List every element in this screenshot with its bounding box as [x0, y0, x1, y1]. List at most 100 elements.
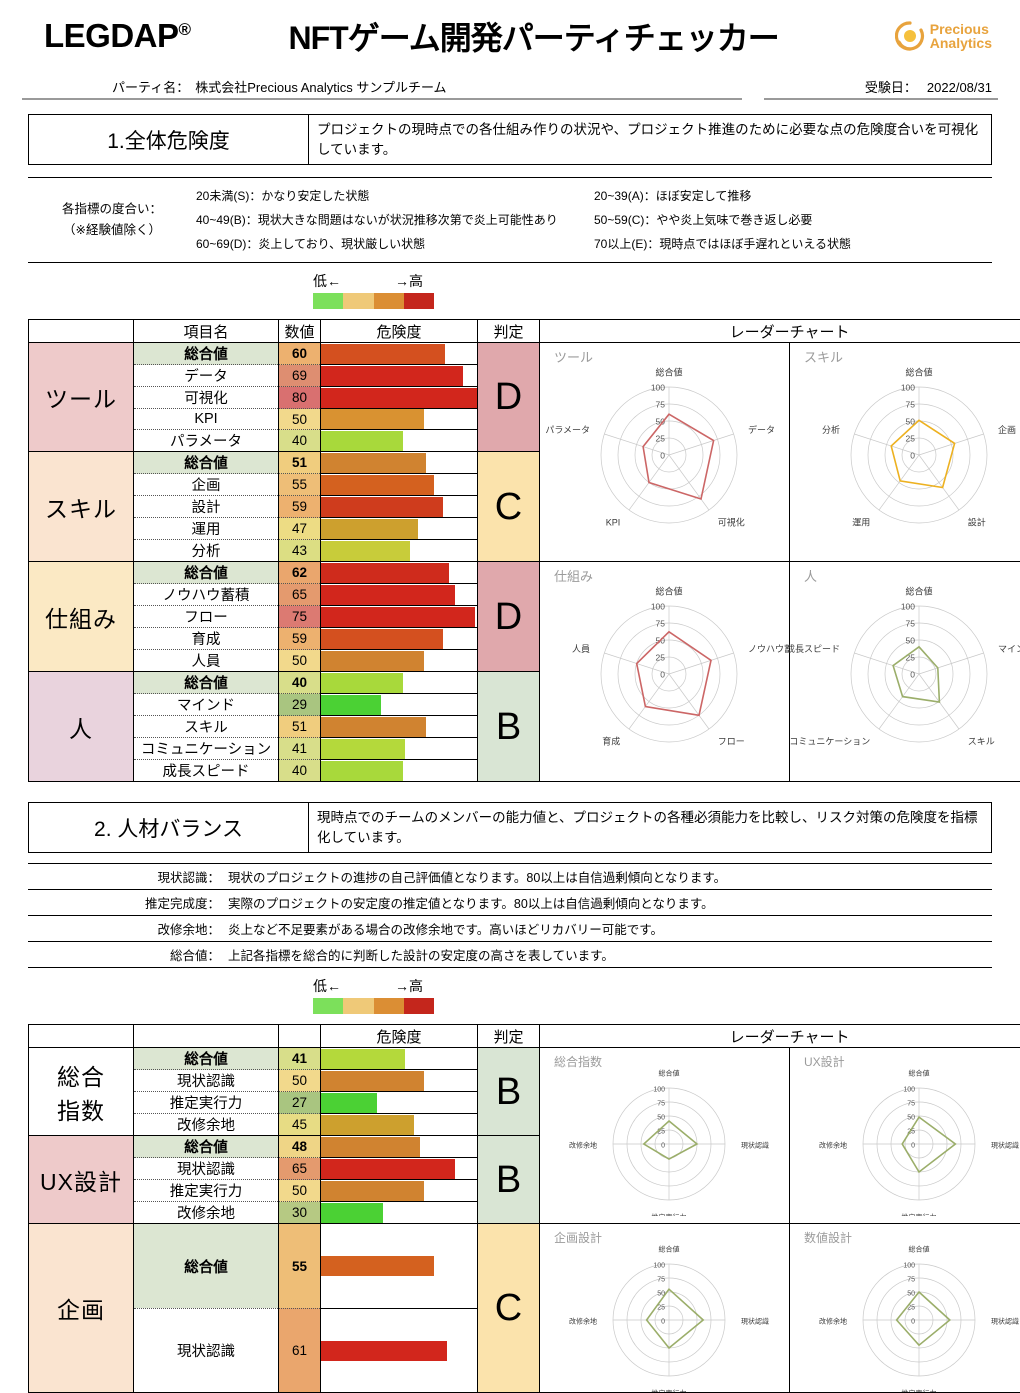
- radar-title: ツール: [554, 350, 593, 365]
- risk-bar-track: [321, 453, 477, 473]
- risk-bar: [321, 563, 449, 583]
- exam-date-block: 受験日： 2022/08/31: [764, 77, 998, 100]
- radar-axis-label: 現状認識: [741, 1317, 769, 1326]
- table-row: 総合指数総合値41B総合指数0255075100総合値現状認識推定実行力改修余地…: [29, 1048, 1020, 1070]
- item-name-cell: 総合値: [134, 1136, 279, 1158]
- risk-bar-track: [321, 541, 477, 561]
- table-row: 仕組み総合値62D仕組み0255075100総合値ノウハウ蓄積フロー育成人員人0…: [29, 562, 1020, 584]
- radar-tick-label: 75: [907, 1101, 915, 1108]
- radar-tick-label: 75: [906, 400, 916, 410]
- radar-axis-label: 推定実行力: [902, 1213, 937, 1217]
- radar-tick-label: 100: [653, 1087, 665, 1094]
- explanation-text: 炎上など不足要素がある場合の改修余地です。高いほどリカバリー可能です。: [228, 919, 992, 938]
- value-cell: 55: [279, 1224, 321, 1309]
- radar-axis-label: 育成: [602, 736, 620, 747]
- radar-tick-label: 50: [906, 636, 916, 646]
- group-name-cell: ツール: [29, 343, 134, 452]
- radar-axis-label: マインド: [998, 644, 1020, 654]
- report-header: LEGDAP® NFTゲーム開発パーティチェッカー Precious Analy…: [0, 0, 1020, 72]
- item-name-cell: 総合値: [134, 1048, 279, 1070]
- radar-axis-label: 総合値: [906, 367, 933, 378]
- radar-data-series: [893, 647, 939, 702]
- radar-axis-label: 企画: [998, 424, 1016, 435]
- explanation-key: 推定完成度：: [28, 893, 228, 912]
- scale-gradient-bar: [313, 293, 434, 309]
- column-header-group: [29, 1025, 134, 1048]
- group-name-cell: UX設計: [29, 1136, 134, 1224]
- item-name-cell: 推定実行力: [134, 1092, 279, 1114]
- risk-bar-cell: [321, 1202, 478, 1224]
- radar-axis-label: 人員: [572, 644, 590, 654]
- radar-axis-label: 現状認識: [991, 1141, 1019, 1150]
- value-cell: 59: [279, 496, 321, 518]
- risk-bar-track: [321, 629, 477, 649]
- legend-columns: 20未満(S)：かなり安定した状態 40~49(B)：現状大きな問題はないが状況…: [196, 184, 992, 256]
- exam-date-value: 2022/08/31: [917, 80, 998, 95]
- radar-tick-label: 75: [656, 400, 666, 410]
- exam-date-label: 受験日：: [865, 77, 917, 96]
- radar-tick-label: 75: [657, 1101, 665, 1108]
- radar-axis-label: スキル: [968, 737, 995, 747]
- risk-bar: [321, 475, 434, 495]
- risk-bar-cell: [321, 518, 478, 540]
- risk-bar-track: [321, 1071, 477, 1091]
- risk-bar-cell: [321, 1114, 478, 1136]
- risk-bar: [321, 344, 445, 364]
- section-2-title: 2. 人材バランス: [29, 803, 309, 852]
- risk-bar: [321, 1341, 447, 1361]
- item-name-cell: 改修余地: [134, 1114, 279, 1136]
- radar-axis-label: ノウハウ蓄積: [748, 643, 790, 654]
- risk-bar-track: [321, 1256, 477, 1276]
- radar-axis-label: 改修余地: [819, 1141, 847, 1150]
- risk-bar-cell: [321, 365, 478, 387]
- item-name-cell: 人員: [134, 650, 279, 672]
- risk-bar-cell: [321, 430, 478, 452]
- explanation-row: 現状認識：現状のプロジェクトの進捗の自己評価値となります。80以上は自信過剰傾向…: [28, 864, 992, 890]
- radar-tick-label: 0: [660, 670, 665, 680]
- risk-bar: [321, 366, 463, 386]
- item-name-cell: フロー: [134, 606, 279, 628]
- risk-bar-cell: [321, 1092, 478, 1114]
- risk-bar-track: [321, 651, 477, 671]
- page-title: NFTゲーム開発パーティチェッカー: [191, 13, 895, 59]
- risk-bar-track: [321, 1159, 477, 1179]
- radar-axis-label: コミュニケーション: [790, 737, 870, 747]
- radar-tick-label: 50: [907, 1115, 915, 1122]
- risk-bar-cell: [321, 716, 478, 738]
- radar-axis-line: [669, 434, 734, 455]
- item-name-cell: 成長スピード: [134, 760, 279, 782]
- item-name-cell: 分析: [134, 540, 279, 562]
- value-cell: 40: [279, 430, 321, 452]
- radar-axis-label: 総合値: [909, 1245, 930, 1254]
- legend-column-1: 20未満(S)：かなり安定した状態 40~49(B)：現状大きな問題はないが状況…: [196, 184, 594, 256]
- risk-bar: [321, 1071, 424, 1091]
- radar-title: 人: [804, 569, 817, 584]
- risk-bar-track: [321, 1203, 477, 1223]
- radar-axis-label: 総合値: [909, 1069, 930, 1078]
- explanation-row: 総合値：上記各指標を総合的に判断した設計の安定度の高さを表しています。: [28, 942, 992, 968]
- scale-high-label: →高: [395, 271, 423, 291]
- risk-bar-cell: [321, 1158, 478, 1180]
- scale-band: [313, 293, 343, 309]
- legend-item: 40~49(B)：現状大きな問題はないが状況推移次第で炎上可能性あり: [196, 208, 594, 232]
- radar-tick-label: 0: [910, 451, 915, 461]
- risk-bar-track: [321, 1181, 477, 1201]
- group-name-cell: 総合指数: [29, 1048, 134, 1136]
- value-cell: 27: [279, 1092, 321, 1114]
- value-cell: 40: [279, 672, 321, 694]
- party-name-label: パーティ名：: [22, 77, 189, 96]
- value-cell: 29: [279, 694, 321, 716]
- value-cell: 50: [279, 650, 321, 672]
- metric-explanations: 現状認識：現状のプロジェクトの進捗の自己評価値となります。80以上は自信過剰傾向…: [28, 863, 992, 968]
- value-cell: 51: [279, 452, 321, 474]
- risk-bar-track: [321, 739, 477, 759]
- item-name-cell: 運用: [134, 518, 279, 540]
- risk-bar-cell: [321, 387, 478, 409]
- radar-tick-label: 25: [657, 1305, 665, 1312]
- risk-bar-cell: [321, 650, 478, 672]
- brand-name: LEGDAP: [44, 17, 179, 54]
- scale-low-label: 低←: [313, 976, 341, 996]
- radar-axis-label: 分析: [822, 424, 840, 435]
